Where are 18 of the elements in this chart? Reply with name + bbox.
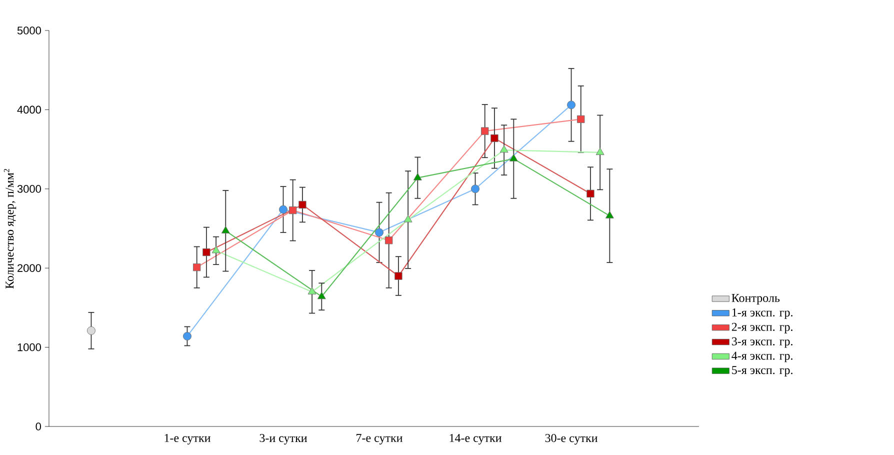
y-tick-label: 2000 [18, 264, 41, 272]
legend-label: 4-я эксп. гр. [732, 352, 792, 362]
y-tick-label: 0 [36, 422, 42, 430]
x-tick-label: 7-е сутки [356, 434, 402, 444]
y-axis-title: Количество ядер, п/мм$^{2}$ [4, 168, 16, 289]
legend-label: 2-я эксп. гр. [732, 322, 792, 334]
legend-label: Контроль [732, 294, 780, 304]
y-tick-label: 5000 [17, 26, 41, 34]
x-tick-label: 30-е сутки [545, 434, 598, 445]
x-tick-label: 14-е сутки [450, 434, 502, 445]
y-tick-label: 3000 [17, 185, 41, 193]
legend-label: 5-я эксп. гр. [732, 366, 792, 377]
legend-label: 3-я эксп. гр. [732, 337, 792, 348]
x-tick-label: 3-и сутки [260, 434, 307, 445]
x-tick-label: 1-е сутки [164, 434, 210, 445]
y-tick-label: 1000 [18, 343, 41, 352]
legend-label: 1-я эксп. гр. [732, 308, 792, 319]
y-tick-label: 4000 [17, 106, 41, 114]
